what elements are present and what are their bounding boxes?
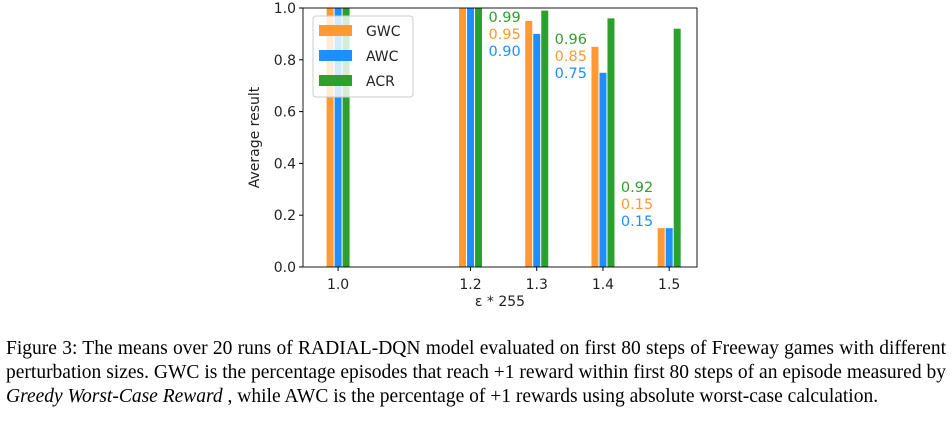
bar-gwc <box>591 46 599 267</box>
bar-acr <box>475 8 483 267</box>
data-label: 0.15 <box>621 214 653 230</box>
data-label: 0.85 <box>555 49 587 65</box>
plot-frame <box>302 7 698 268</box>
bar-awc <box>467 8 475 267</box>
data-label: 0.95 <box>488 27 520 43</box>
y-axis-label: Average result <box>247 86 263 188</box>
bar-acr <box>673 28 681 267</box>
x-tick-label: 1.4 <box>592 277 614 293</box>
bar-gwc <box>657 228 665 267</box>
legend-swatch-awc <box>319 50 352 61</box>
x-tick-label: 1.3 <box>526 277 548 293</box>
x-tick-label: 1.0 <box>327 277 349 293</box>
data-label: 0.75 <box>555 66 587 82</box>
x-tick-label: 1.5 <box>658 277 680 293</box>
legend-label: ACR <box>366 74 395 90</box>
bar-chart: 0.0 0.2 0.4 0.6 0.8 1.0 1.0 1.2 1.3 1.4 1.5 ε * 255… <box>247 1 698 310</box>
y-tick-label: 1.0 <box>274 1 296 17</box>
y-tick-label: 0.0 <box>274 260 296 276</box>
y-tick-label: 0.2 <box>274 208 296 224</box>
bar-gwc <box>525 20 533 268</box>
bar-gwc <box>459 8 467 267</box>
caption-emphasis: Greedy Worst-Case Reward <box>6 386 223 407</box>
legend-label: GWC <box>366 24 401 40</box>
bar-awc <box>533 33 541 268</box>
y-tick-label: 0.4 <box>274 156 296 172</box>
legend-swatch-gwc <box>319 25 352 36</box>
figure-caption: Figure 3: The means over 20 runs of RADI… <box>6 337 946 409</box>
legend-swatch-acr <box>319 75 352 86</box>
legend-label: AWC <box>366 49 399 65</box>
caption-text-end: , while AWC is the percentage of +1 rewa… <box>222 386 879 407</box>
bar-awc <box>334 8 342 267</box>
y-tick-label: 0.6 <box>274 105 296 121</box>
bar-awc <box>665 228 673 267</box>
x-axis-label: ε * 255 <box>475 294 525 310</box>
bar-gwc <box>326 8 334 267</box>
bar-acr <box>342 8 350 267</box>
data-label: 0.90 <box>488 44 520 60</box>
data-label: 0.15 <box>621 197 653 213</box>
data-label: 0.99 <box>488 10 520 26</box>
data-label: 0.96 <box>555 32 587 48</box>
y-tick-label: 0.8 <box>274 53 296 69</box>
bar-awc <box>599 72 607 267</box>
caption-text: Figure 3: The means over 20 runs of RADI… <box>6 338 946 383</box>
bar-acr <box>541 10 549 268</box>
data-label: 0.92 <box>621 180 653 196</box>
bar-acr <box>607 18 615 267</box>
x-tick-label: 1.2 <box>459 277 481 293</box>
